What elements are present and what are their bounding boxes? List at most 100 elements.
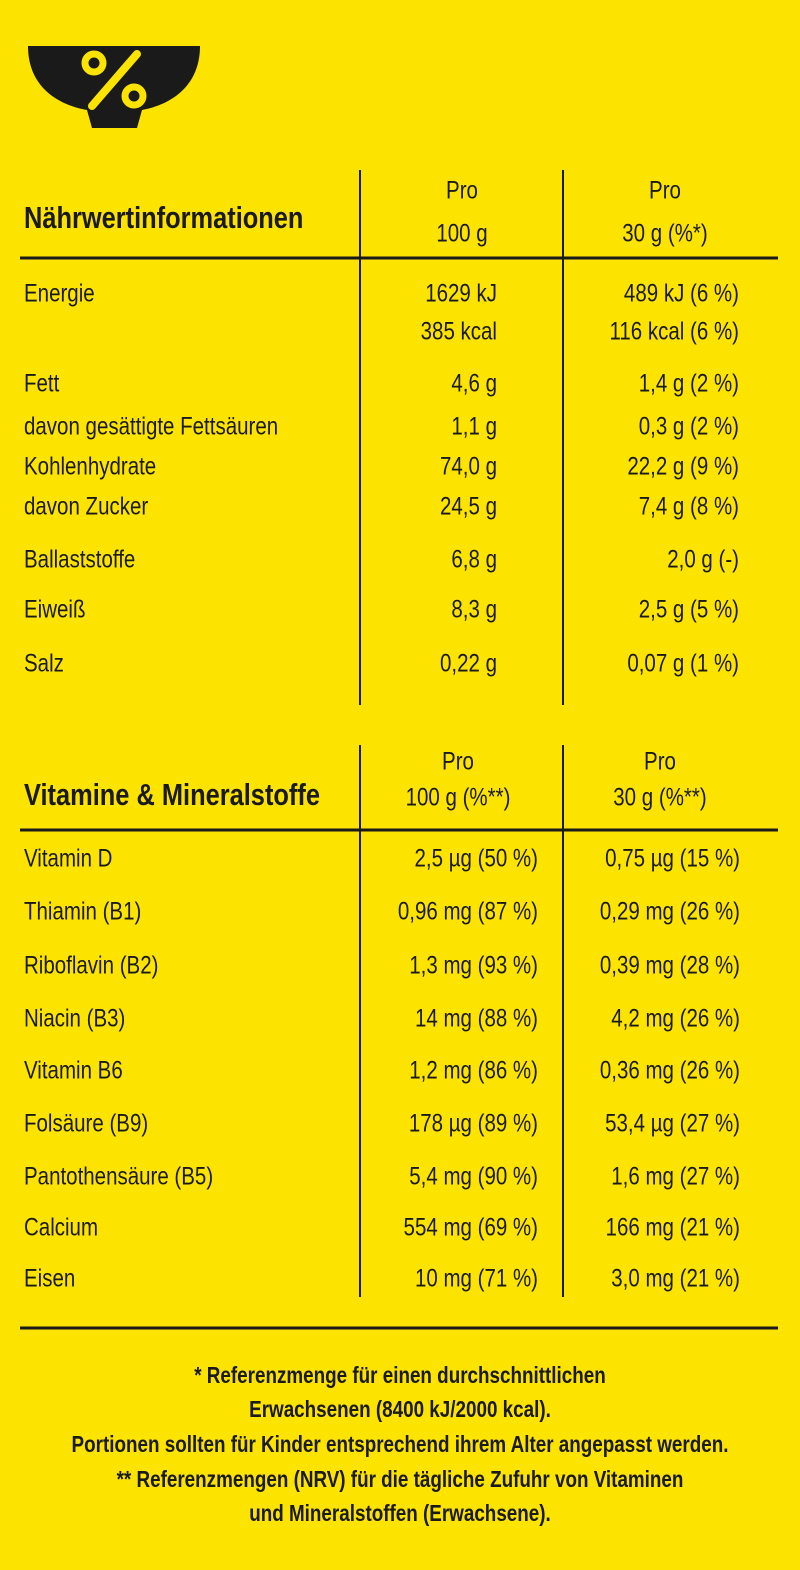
footnote: Erwachsenen (8400 kJ/2000 kcal). — [249, 1397, 551, 1422]
value-100g-wrap: 74,0 g — [440, 452, 497, 480]
footnote: und Mineralstoffen (Erwachsene). — [249, 1501, 551, 1526]
value-30g-wrap: 0,07 g (1 %) — [627, 649, 739, 677]
value-30g: 0,3 g (2 %) — [639, 412, 739, 440]
value-30g-wrap: 53,4 µg (27 %) — [605, 1109, 740, 1137]
column-header-wrap: 100 g (%**) — [406, 783, 511, 811]
row-label-wrap: Ballaststoffe — [24, 545, 135, 573]
row-label: Pantothensäure (B5) — [24, 1162, 213, 1190]
column-header: Pro — [649, 176, 681, 204]
value-100g: 1,2 mg (86 %) — [409, 1056, 538, 1084]
value-30g: 53,4 µg (27 %) — [605, 1109, 740, 1137]
value-30g: 0,75 µg (15 %) — [605, 844, 740, 872]
value-100g: 385 kcal — [421, 317, 497, 345]
value-30g-wrap: 0,39 mg (28 %) — [600, 951, 740, 979]
row-label-wrap: Kohlenhydrate — [24, 452, 156, 480]
value-100g-wrap: 4,6 g — [451, 369, 497, 397]
value-100g: 1,3 mg (93 %) — [409, 951, 538, 979]
column-header-wrap: Pro — [442, 747, 474, 775]
column-header: Pro — [644, 747, 676, 775]
row-label-wrap: Vitamin D — [24, 844, 112, 872]
row-label-wrap: Energie — [24, 279, 95, 307]
footnote: * Referenzmenge für einen durchschnittli… — [194, 1363, 606, 1388]
value-100g: 4,6 g — [451, 369, 497, 397]
row-label: Vitamin D — [24, 844, 112, 872]
value-100g: 14 mg (88 %) — [415, 1004, 538, 1032]
row-label: Thiamin (B1) — [24, 897, 141, 925]
value-100g: 1,1 g — [451, 412, 497, 440]
bowl-icon — [28, 46, 200, 128]
value-100g-wrap: 1629 kJ — [425, 279, 497, 307]
value-100g-wrap: 24,5 g — [440, 492, 497, 520]
footnote-wrap: Erwachsenen (8400 kJ/2000 kcal). — [249, 1397, 551, 1422]
value-30g-wrap: 0,3 g (2 %) — [639, 412, 739, 440]
row-label: Niacin (B3) — [24, 1004, 125, 1032]
footnote: ** Referenzmengen (NRV) für die tägliche… — [117, 1467, 684, 1492]
column-header-wrap: Pro — [649, 176, 681, 204]
value-30g-wrap: 489 kJ (6 %) — [624, 279, 739, 307]
value-30g: 0,39 mg (28 %) — [600, 951, 740, 979]
column-header-wrap: Pro — [446, 176, 478, 204]
value-30g: 3,0 mg (21 %) — [611, 1264, 740, 1292]
row-label-wrap: Pantothensäure (B5) — [24, 1162, 213, 1190]
value-30g: 1,6 mg (27 %) — [611, 1162, 740, 1190]
row-label: Calcium — [24, 1213, 98, 1241]
value-30g: 7,4 g (8 %) — [639, 492, 739, 520]
column-header: 100 g (%**) — [406, 783, 511, 811]
row-label-wrap: Thiamin (B1) — [24, 897, 141, 925]
row-label: Kohlenhydrate — [24, 452, 156, 480]
value-100g-wrap: 8,3 g — [451, 595, 497, 623]
value-30g: 489 kJ (6 %) — [624, 279, 739, 307]
footnote-wrap: ** Referenzmengen (NRV) für die tägliche… — [117, 1467, 684, 1492]
row-label-wrap: Fett — [24, 369, 60, 397]
value-100g-wrap: 1,2 mg (86 %) — [409, 1056, 538, 1084]
value-100g-wrap: 10 mg (71 %) — [415, 1264, 538, 1292]
row-label-wrap: Eiweiß — [24, 595, 86, 623]
value-100g: 5,4 mg (90 %) — [409, 1162, 538, 1190]
section-title: Nährwertinformationen — [24, 201, 303, 236]
value-30g-wrap: 4,2 mg (26 %) — [611, 1004, 740, 1032]
value-100g: 6,8 g — [451, 545, 497, 573]
section-title-wrap: Nährwertinformationen — [24, 201, 303, 236]
value-100g-wrap: 554 mg (69 %) — [404, 1213, 538, 1241]
value-30g-wrap: 166 mg (21 %) — [606, 1213, 740, 1241]
value-100g-wrap: 0,22 g — [440, 649, 497, 677]
value-100g-wrap: 1,3 mg (93 %) — [409, 951, 538, 979]
value-30g-wrap: 22,2 g (9 %) — [627, 452, 739, 480]
value-30g: 2,5 g (5 %) — [639, 595, 739, 623]
value-30g-wrap: 0,36 mg (26 %) — [600, 1056, 740, 1084]
value-30g: 166 mg (21 %) — [606, 1213, 740, 1241]
value-100g: 0,22 g — [440, 649, 497, 677]
row-label-wrap: Salz — [24, 649, 64, 677]
column-header: Pro — [442, 747, 474, 775]
value-100g: 1629 kJ — [425, 279, 497, 307]
value-100g: 24,5 g — [440, 492, 497, 520]
footnote-wrap: und Mineralstoffen (Erwachsene). — [249, 1501, 551, 1526]
row-label-wrap: Eisen — [24, 1264, 75, 1292]
value-30g-wrap: 116 kcal (6 %) — [609, 317, 739, 345]
row-label: davon Zucker — [24, 492, 149, 520]
column-header-wrap: 100 g — [436, 219, 487, 247]
value-30g-wrap: 2,5 g (5 %) — [639, 595, 739, 623]
value-30g: 22,2 g (9 %) — [627, 452, 739, 480]
value-100g-wrap: 14 mg (88 %) — [415, 1004, 538, 1032]
column-header: 30 g (%**) — [613, 783, 706, 811]
column-header-wrap: 30 g (%**) — [613, 783, 706, 811]
row-label: Riboflavin (B2) — [24, 951, 158, 979]
section-title-wrap: Vitamine & Mineralstoffe — [24, 778, 320, 813]
row-label: Folsäure (B9) — [24, 1109, 148, 1137]
row-label-wrap: Riboflavin (B2) — [24, 951, 158, 979]
value-30g-wrap: 0,75 µg (15 %) — [605, 844, 740, 872]
row-label-wrap: davon gesättigte Fettsäuren — [24, 412, 278, 440]
table-area: Nährwertinformationen Pro 100 g Pro 30 g (%*… — [20, 170, 778, 1527]
row-label: davon gesättigte Fettsäuren — [24, 412, 278, 440]
footnote-wrap: * Referenzmenge für einen durchschnittli… — [194, 1363, 606, 1388]
value-100g: 554 mg (69 %) — [404, 1213, 538, 1241]
row-label: Eiweiß — [24, 595, 86, 623]
value-100g: 10 mg (71 %) — [415, 1264, 538, 1292]
footnote: Portionen sollten für Kinder entsprechen… — [72, 1432, 729, 1457]
row-label-wrap: davon Zucker — [24, 492, 149, 520]
row-label-wrap: Calcium — [24, 1213, 98, 1241]
value-100g-wrap: 178 µg (89 %) — [409, 1109, 538, 1137]
value-100g: 0,96 mg (87 %) — [398, 897, 538, 925]
